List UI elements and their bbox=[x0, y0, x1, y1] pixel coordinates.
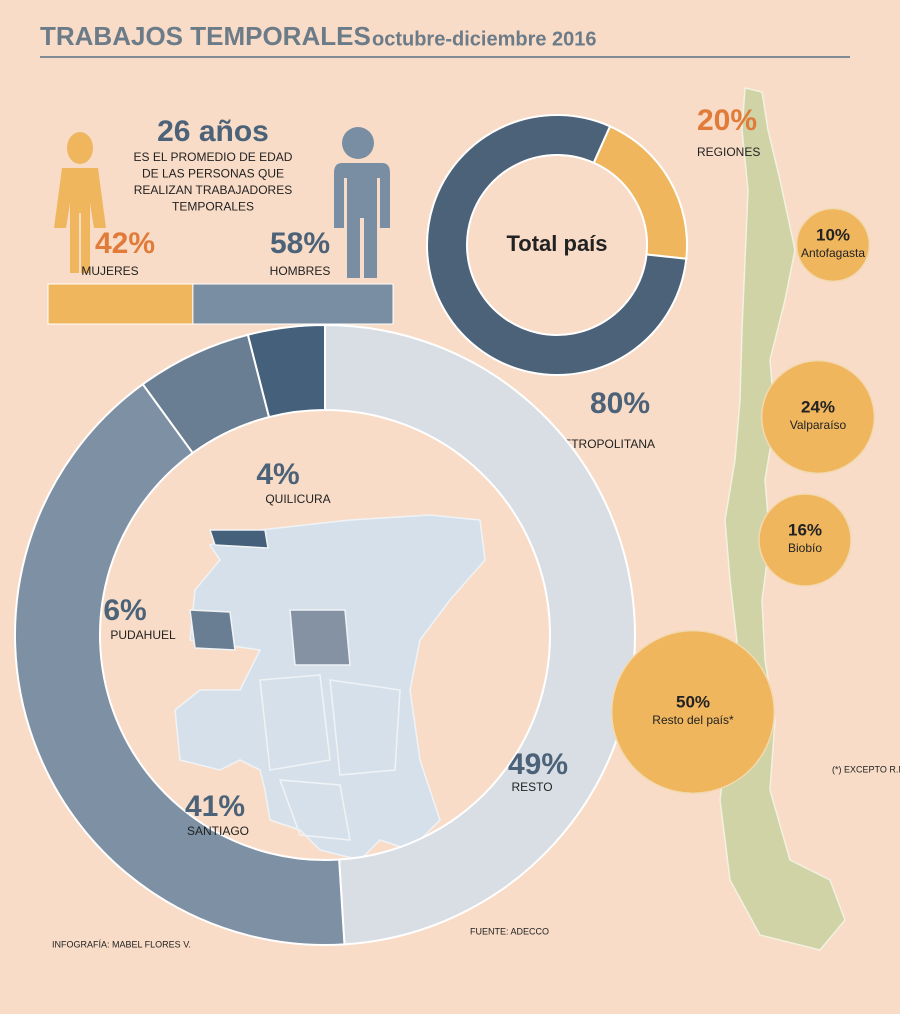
bubble bbox=[795, 207, 871, 283]
bar-segment bbox=[47, 283, 194, 325]
note-line: TEMPORALES bbox=[172, 200, 254, 214]
value-label: 42% bbox=[95, 227, 155, 260]
category-label: Valparaíso bbox=[790, 418, 847, 432]
note-line: ES EL PROMEDIO DE EDAD bbox=[134, 150, 293, 164]
bar-segment bbox=[192, 283, 394, 325]
center-label: Total país bbox=[506, 231, 607, 256]
value-label: 50% bbox=[676, 692, 710, 711]
donut-segment bbox=[14, 382, 346, 946]
category-label: PUDAHUEL bbox=[110, 628, 176, 642]
value-label: 20% bbox=[697, 104, 757, 137]
donut-segment bbox=[246, 323, 326, 419]
footnote: (*) EXCEPTO R.M. bbox=[832, 764, 900, 774]
value-label: 58% bbox=[270, 227, 330, 260]
source: FUENTE: ADECCO bbox=[470, 926, 549, 936]
value-label: 16% bbox=[788, 520, 822, 539]
donut-segment bbox=[426, 114, 688, 376]
category-label: QUILICURA bbox=[265, 492, 330, 506]
category-label: SANTIAGO bbox=[187, 824, 249, 838]
title: TRABAJOS TEMPORALES bbox=[40, 21, 371, 51]
donut-segment bbox=[324, 323, 636, 946]
category-label: HOMBRES bbox=[270, 264, 331, 278]
category-label: RESTO bbox=[511, 780, 552, 794]
value-label: 4% bbox=[256, 458, 299, 491]
value-label: 80% bbox=[590, 387, 650, 420]
value-label: 49% bbox=[508, 748, 568, 781]
man-icon bbox=[334, 127, 390, 278]
category-label: REGIONES bbox=[697, 145, 760, 159]
woman-icon bbox=[54, 132, 106, 273]
note-line: REALIZAN TRABAJADORES bbox=[134, 183, 292, 197]
headline: 26 años bbox=[157, 115, 269, 148]
value-label: 6% bbox=[103, 594, 146, 627]
value-label: 10% bbox=[816, 225, 850, 244]
value-label: 24% bbox=[801, 397, 835, 416]
value-label: 41% bbox=[185, 790, 245, 823]
subtitle: octubre-diciembre 2016 bbox=[372, 28, 597, 50]
bubble bbox=[760, 359, 876, 475]
note-line: DE LAS PERSONAS QUE bbox=[142, 167, 284, 181]
bubble bbox=[610, 629, 776, 795]
santiago-map bbox=[174, 514, 486, 861]
category-label: MUJERES bbox=[81, 264, 138, 278]
category-label: Antofagasta bbox=[801, 246, 865, 260]
category-label: Biobío bbox=[788, 541, 822, 555]
bubble bbox=[758, 493, 852, 587]
credit: INFOGRAFÍA: MABEL FLORES V. bbox=[52, 939, 191, 949]
category-label: Resto del país* bbox=[652, 713, 734, 727]
